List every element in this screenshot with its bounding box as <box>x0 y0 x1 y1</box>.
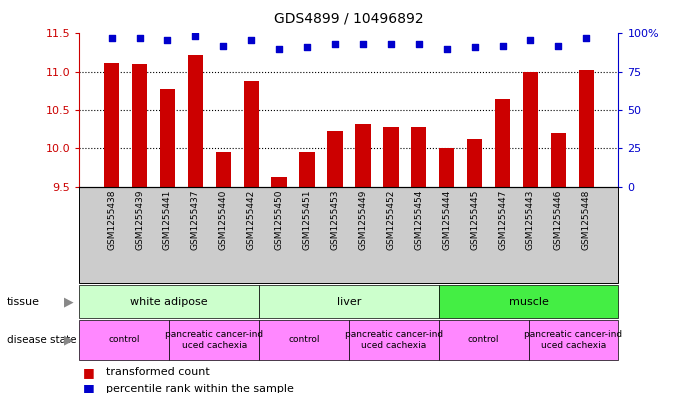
Text: liver: liver <box>337 297 361 307</box>
Text: transformed count: transformed count <box>106 367 209 377</box>
Point <box>134 35 145 41</box>
Text: pancreatic cancer-ind
uced cachexia: pancreatic cancer-ind uced cachexia <box>345 330 443 350</box>
Bar <box>188 55 203 187</box>
Text: ▶: ▶ <box>64 295 74 308</box>
Bar <box>299 152 315 187</box>
Point <box>218 42 229 49</box>
Bar <box>132 64 147 187</box>
Point <box>330 41 341 47</box>
Text: pancreatic cancer-ind
uced cachexia: pancreatic cancer-ind uced cachexia <box>524 330 623 350</box>
Bar <box>523 72 538 187</box>
Bar <box>411 127 426 187</box>
Point <box>441 46 452 52</box>
Point <box>357 41 368 47</box>
Text: percentile rank within the sample: percentile rank within the sample <box>106 384 294 393</box>
Bar <box>243 81 259 187</box>
Bar <box>355 124 370 187</box>
Bar <box>467 139 482 187</box>
Text: muscle: muscle <box>509 297 549 307</box>
Text: GDS4899 / 10496892: GDS4899 / 10496892 <box>274 12 424 26</box>
Text: ■: ■ <box>83 365 95 379</box>
Bar <box>160 88 175 187</box>
Point <box>469 44 480 50</box>
Point <box>525 37 536 43</box>
Bar <box>439 148 455 187</box>
Text: control: control <box>288 336 320 344</box>
Point <box>106 35 117 41</box>
Text: ▶: ▶ <box>64 333 74 347</box>
Point <box>497 42 508 49</box>
Point <box>274 46 285 52</box>
Point <box>301 44 312 50</box>
Text: disease state: disease state <box>7 335 77 345</box>
Bar <box>216 152 231 187</box>
Bar <box>328 132 343 187</box>
Point <box>553 42 564 49</box>
Point <box>413 41 424 47</box>
Point <box>246 37 257 43</box>
Text: control: control <box>108 336 140 344</box>
Text: tissue: tissue <box>7 297 40 307</box>
Bar <box>578 70 594 187</box>
Bar <box>495 99 510 187</box>
Bar <box>104 62 120 187</box>
Bar <box>383 127 399 187</box>
Text: control: control <box>468 336 500 344</box>
Point <box>162 37 173 43</box>
Point <box>580 35 591 41</box>
Point <box>386 41 397 47</box>
Text: pancreatic cancer-ind
uced cachexia: pancreatic cancer-ind uced cachexia <box>165 330 263 350</box>
Point <box>190 33 201 40</box>
Bar <box>272 178 287 187</box>
Bar <box>551 133 566 187</box>
Text: ■: ■ <box>83 382 95 393</box>
Text: white adipose: white adipose <box>131 297 208 307</box>
